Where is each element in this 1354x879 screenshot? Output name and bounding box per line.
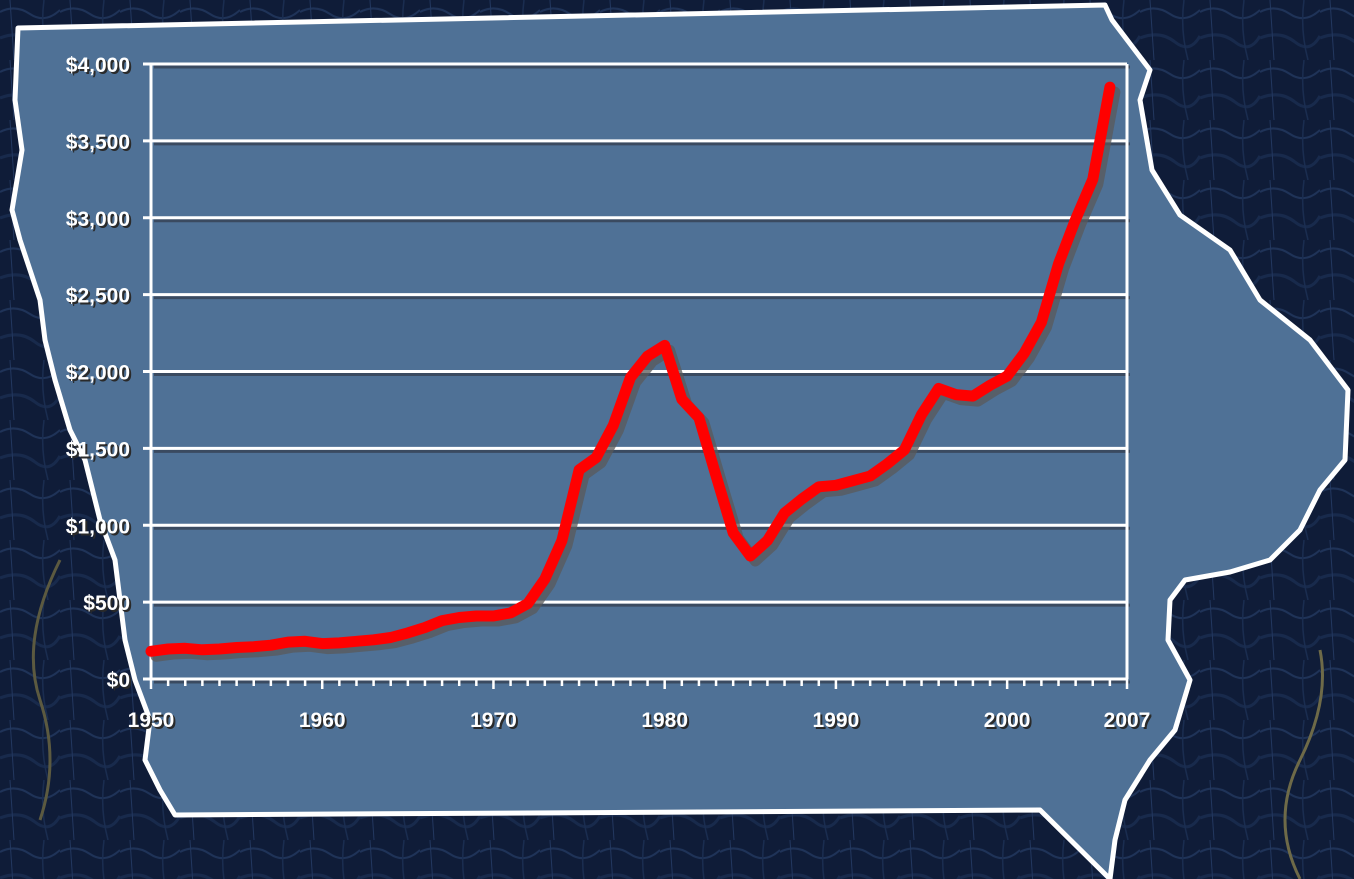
y-tick-label: $2,000	[66, 362, 130, 385]
data-point	[543, 578, 546, 581]
x-tick-label-shadow: 1950	[130, 711, 177, 734]
data-point	[663, 344, 666, 347]
data-point	[338, 641, 341, 644]
data-point	[937, 387, 940, 390]
x-tick-label-shadow: 1980	[643, 711, 690, 734]
x-tick-label: 2000	[984, 709, 1031, 732]
data-point	[167, 648, 170, 650]
state-outline	[9, 2, 1351, 879]
data-point	[475, 615, 478, 617]
y-tick-label: $3,000	[66, 208, 130, 231]
data-point	[800, 498, 803, 501]
x-tick-label-shadow: 1960	[301, 711, 348, 734]
data-point	[355, 640, 358, 643]
y-tick-label-shadow: $3,500	[68, 133, 132, 156]
data-point	[749, 555, 752, 557]
x-tick-label: 1970	[470, 709, 517, 732]
y-tick-label-shadow: $500	[85, 594, 132, 617]
y-tick-label-shadow: $1,500	[68, 440, 132, 463]
data-point	[372, 638, 375, 641]
y-tick-label: $1,500	[66, 438, 130, 461]
data-point	[834, 484, 837, 487]
data-point	[989, 384, 991, 387]
x-tick-label: 2007	[1104, 709, 1151, 732]
data-point	[441, 619, 444, 622]
data-point	[680, 398, 683, 401]
data-point	[526, 602, 529, 605]
x-tick-label: 1980	[641, 709, 688, 732]
data-point	[971, 395, 974, 398]
x-tick-label: 1990	[813, 709, 860, 732]
data-point	[406, 631, 409, 634]
data-point	[612, 424, 615, 427]
tick-marks	[143, 62, 1129, 689]
data-point	[218, 648, 221, 650]
data-point	[1074, 218, 1077, 221]
y-tick-label: $4,000	[66, 54, 130, 77]
data-point	[321, 642, 324, 645]
map-river	[31, 559, 62, 821]
map-river	[1283, 649, 1324, 879]
data-point	[1023, 352, 1026, 355]
y-tick-label-shadow: $0	[109, 671, 132, 694]
data-point	[852, 479, 854, 482]
y-tick-label: $0	[107, 669, 130, 692]
x-tick-label-shadow: 2007	[1106, 711, 1153, 734]
data-point	[1006, 375, 1009, 378]
data-point	[1091, 178, 1094, 181]
data-point	[269, 644, 272, 647]
data-point	[201, 648, 204, 651]
data-point	[287, 641, 289, 644]
data-point	[766, 539, 769, 542]
data-point	[578, 468, 581, 471]
data-point	[783, 512, 786, 514]
series-layer	[145, 81, 1121, 662]
data-point	[715, 475, 718, 477]
data-point	[646, 355, 649, 358]
data-point	[1040, 321, 1043, 324]
data-point	[184, 647, 187, 650]
data-point	[389, 636, 392, 639]
y-tick-label: $2,500	[66, 285, 130, 308]
data-point	[954, 393, 957, 396]
y-axis-labels: $0$0$500$500$1,000$1,000$1,500$1,500$2,0…	[66, 54, 132, 694]
data-point	[304, 640, 307, 643]
data-point	[424, 626, 426, 629]
y-tick-label: $3,500	[66, 131, 130, 154]
data-point	[629, 376, 632, 379]
data-point	[732, 531, 735, 534]
data-point	[150, 650, 152, 653]
data-point	[492, 615, 495, 617]
y-tick-label: $500	[83, 592, 130, 615]
data-point	[886, 462, 889, 465]
y-tick-label-shadow: $4,000	[68, 56, 132, 79]
x-tick-label-shadow: 1990	[815, 711, 862, 734]
x-tick-label: 1960	[299, 709, 346, 732]
data-point	[903, 448, 906, 451]
x-tick-label-shadow: 1970	[472, 711, 519, 734]
data-point	[697, 416, 700, 419]
data-point	[920, 413, 923, 416]
data-point	[235, 646, 238, 649]
y-tick-label-shadow: $3,000	[68, 210, 132, 233]
data-point	[509, 611, 512, 614]
data-point	[1108, 86, 1111, 89]
x-tick-label-shadow: 2000	[986, 711, 1033, 734]
y-tick-label-shadow: $2,500	[68, 287, 132, 310]
data-point	[817, 485, 820, 488]
y-tick-label: $1,000	[66, 515, 130, 538]
x-tick-label: 1950	[128, 709, 175, 732]
data-point	[458, 616, 461, 619]
data-point	[869, 475, 872, 477]
data-point	[595, 456, 598, 459]
data-point	[1057, 262, 1060, 265]
y-tick-label-shadow: $1,000	[68, 517, 132, 540]
data-point	[560, 539, 563, 542]
y-tick-label-shadow: $2,000	[68, 364, 132, 387]
data-point	[252, 645, 255, 648]
